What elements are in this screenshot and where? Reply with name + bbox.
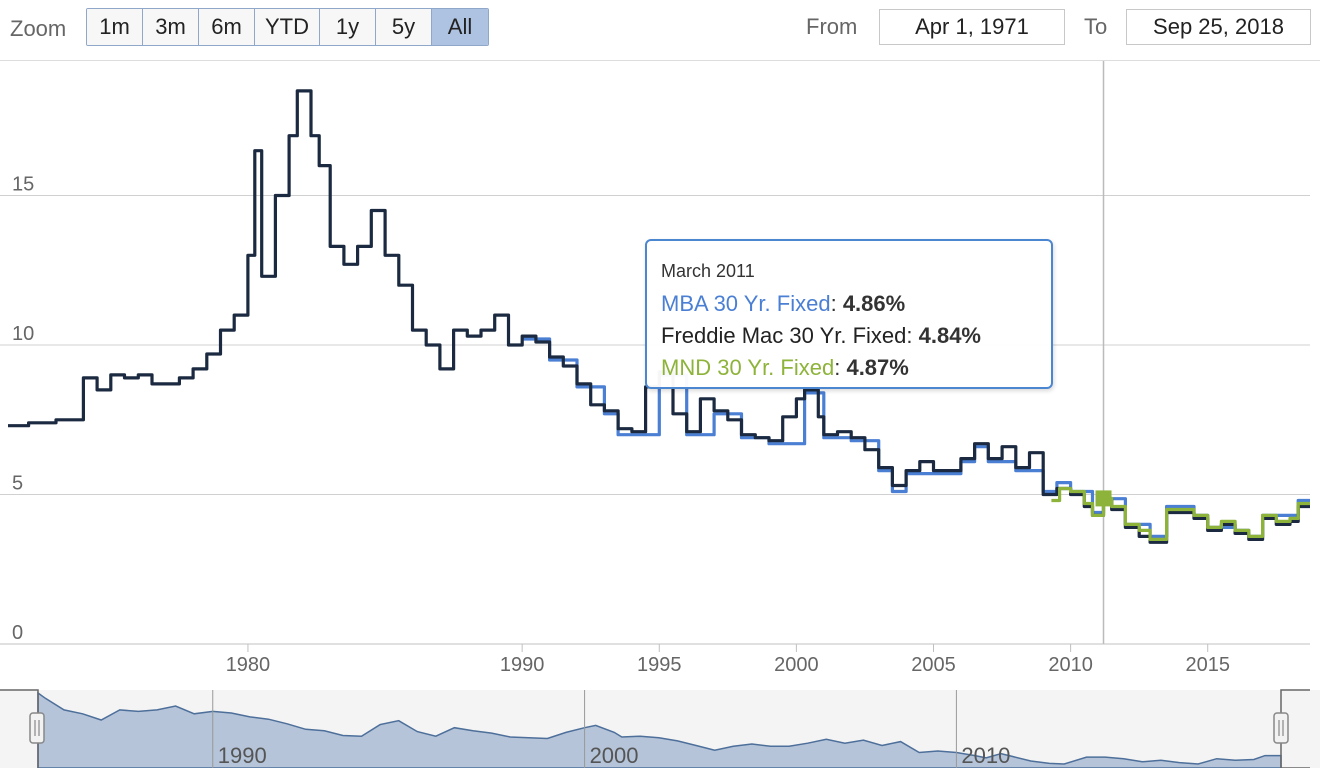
navigator-area: [37, 691, 1282, 768]
zoom-button-group: 1m 3m 6m YTD 1y 5y All: [86, 8, 489, 46]
zoom-3m-button[interactable]: 3m: [143, 9, 199, 45]
navigator[interactable]: 1990 2000 2010: [0, 689, 1320, 768]
y-tick-label: 15: [12, 174, 34, 196]
zoom-ytd-button[interactable]: YTD: [255, 9, 320, 45]
navigator-tick-label: 2000: [590, 743, 639, 768]
hover-marker: [1095, 490, 1112, 507]
y-tick-label: 5: [12, 473, 23, 495]
zoom-all-button[interactable]: All: [432, 9, 488, 45]
y-axis-labels: 0 5 10 15: [12, 174, 34, 644]
range-selector: Zoom 1m 3m 6m YTD 1y 5y All From Apr 1, …: [0, 0, 1320, 58]
from-label: From: [806, 14, 858, 39]
navigator-right-handle[interactable]: [1273, 712, 1289, 744]
zoom-5y-button[interactable]: 5y: [376, 9, 432, 45]
y-tick-label: 10: [12, 323, 34, 345]
x-tick-label: 1995: [637, 654, 682, 676]
series-line: [1051, 486, 1310, 541]
x-tick-label: 2010: [1048, 654, 1093, 676]
tooltip-series-value: 4.86%: [842, 291, 906, 316]
tooltip-series-name: MND 30 Yr. Fixed: [661, 355, 835, 380]
navigator-tick-label: 2010: [961, 743, 1010, 768]
zoom-6m-button[interactable]: 6m: [199, 9, 255, 45]
zoom-1y-button[interactable]: 1y: [320, 9, 376, 45]
tooltip-row-mba: MBA 30 Yr. Fixed: 4.86%: [661, 291, 906, 316]
tooltip-row-freddie: Freddie Mac 30 Yr. Fixed: 4.84%: [661, 323, 981, 348]
tooltip-series-name: MBA 30 Yr. Fixed: [661, 291, 831, 316]
zoom-1m-button[interactable]: 1m: [87, 9, 143, 45]
navigator-tick-label: 1990: [218, 743, 267, 768]
tooltip-date: March 2011: [661, 261, 755, 281]
x-tick-label: 2005: [911, 654, 956, 676]
tooltip-series-name: Freddie Mac 30 Yr. Fixed: [661, 323, 907, 348]
to-label: To: [1084, 14, 1108, 39]
toolbar-divider: [0, 60, 1320, 61]
from-date-input[interactable]: Apr 1, 1971: [879, 9, 1065, 45]
y-tick-label: 0: [12, 622, 23, 644]
chart-tooltip: March 2011 MBA 30 Yr. Fixed: 4.86% Fredd…: [645, 239, 1053, 389]
x-tick-label: 1980: [226, 654, 271, 676]
navigator-axis-labels: 1990 2000 2010: [212, 690, 1010, 768]
tooltip-row-mnd: MND 30 Yr. Fixed: 4.87%: [661, 355, 909, 380]
x-tick-label: 1990: [500, 654, 545, 676]
zoom-label: Zoom: [10, 16, 67, 41]
x-axis-labels: 1980 1990 1995 2000 2005 2010 2015: [226, 644, 1230, 676]
tooltip-series-value: 4.84%: [918, 323, 981, 348]
to-date-input[interactable]: Sep 25, 2018: [1126, 9, 1311, 45]
x-tick-label: 2015: [1185, 654, 1230, 676]
tooltip-series-value: 4.87%: [846, 355, 909, 380]
navigator-left-handle[interactable]: [29, 712, 45, 744]
x-tick-label: 2000: [774, 654, 819, 676]
